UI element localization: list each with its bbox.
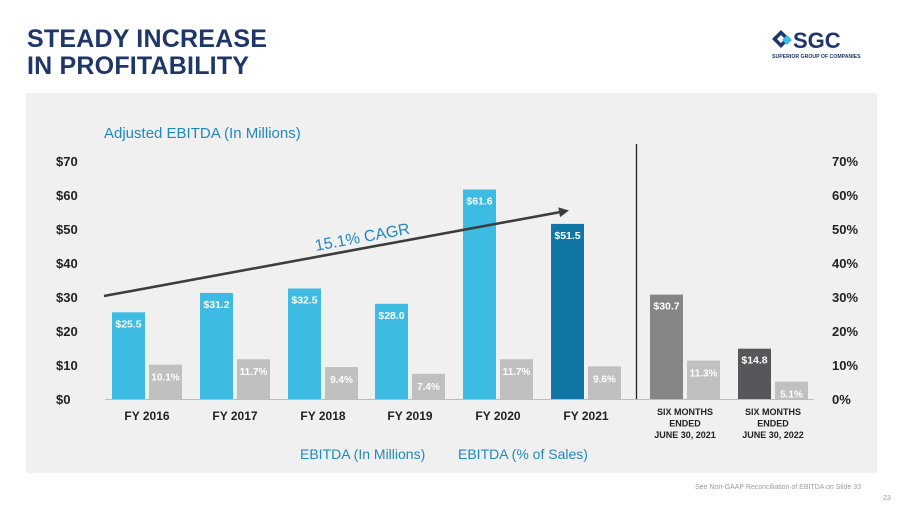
right-axis-tick: 0% <box>832 392 851 407</box>
pct-sales-bar <box>687 360 720 399</box>
right-axis-tick: 20% <box>832 324 858 339</box>
ebitda-data-label: $14.8 <box>741 355 767 367</box>
logo-subtext: SUPERIOR GROUP OF COMPANIES <box>772 54 861 60</box>
pct-data-label: 5.1% <box>780 390 803 401</box>
chart-panel: Adjusted EBITDA (In Millions) $0 $10 $20 $30… <box>26 93 877 473</box>
ebitda-data-label: $25.5 <box>115 318 141 330</box>
ebitda-data-label: $51.5 <box>554 230 580 242</box>
left-axis-tick: $20 <box>56 324 78 339</box>
slide-title: STEADY INCREASE IN PROFITABILITY <box>27 26 267 80</box>
pct-data-label: 11.3% <box>690 369 718 380</box>
ebitda-bar <box>738 348 771 399</box>
right-axis-tick: 60% <box>832 188 858 203</box>
x-category-label: FY 2021 <box>563 409 608 423</box>
pct-sales-bar <box>775 381 808 399</box>
logo-text: SGC <box>793 28 841 53</box>
x-category-label: FY 2018 <box>300 409 345 423</box>
ebitda-bar <box>375 303 408 399</box>
ebitda-data-label: $30.7 <box>653 301 679 313</box>
pct-sales-bar <box>588 366 621 399</box>
company-logo: SGC SUPERIOR GROUP OF COMPANIES <box>772 28 861 60</box>
x-category-label: JUNE 30, 2022 <box>742 430 804 440</box>
pct-data-label: 11.7% <box>503 367 531 378</box>
pct-data-label: 10.1% <box>151 373 179 384</box>
pct-data-label: 7.4% <box>417 382 440 393</box>
right-axis-tick: 40% <box>832 256 858 271</box>
x-category-label: SIX MONTHS <box>745 407 801 417</box>
x-category-label: JUNE 30, 2021 <box>654 430 716 440</box>
left-axis-tick: $0 <box>56 392 70 407</box>
right-axis-tick: 50% <box>832 222 858 237</box>
x-category-label: SIX MONTHS <box>657 407 713 417</box>
right-axis-tick: 30% <box>832 290 858 305</box>
left-axis-tick: $60 <box>56 188 78 203</box>
x-category-label: FY 2016 <box>124 409 169 423</box>
left-axis-tick: $70 <box>56 154 78 169</box>
x-category-label: ENDED <box>757 419 789 429</box>
right-axis-tick: 10% <box>832 358 858 373</box>
x-category-label: FY 2017 <box>212 409 257 423</box>
ebitda-bar <box>288 288 321 399</box>
pct-data-label: 9.4% <box>330 375 353 386</box>
ebitda-bar <box>551 223 584 399</box>
ebitda-data-label: $32.5 <box>291 295 317 307</box>
pct-sales-bar <box>500 359 533 399</box>
right-axis-tick: 70% <box>832 154 858 169</box>
legend-ebitda-millions: EBITDA (In Millions) <box>300 446 425 462</box>
ebitda-bar <box>650 294 683 399</box>
chart-title: Adjusted EBITDA (In Millions) <box>104 125 301 142</box>
ebitda-bar <box>112 312 145 399</box>
ebitda-bar <box>200 292 233 399</box>
cagr-annotation: 15.1% CAGR <box>314 221 412 255</box>
left-axis-tick: $30 <box>56 290 78 305</box>
x-category-label: ENDED <box>669 419 701 429</box>
pct-sales-bar <box>237 359 270 399</box>
ebitda-chart: Adjusted EBITDA (In Millions) $0 $10 $20 $30… <box>56 125 858 462</box>
left-axis-tick: $50 <box>56 222 78 237</box>
pct-data-label: 11.7% <box>240 367 268 378</box>
pct-sales-bar <box>412 373 445 399</box>
page-number: 23 <box>883 495 891 502</box>
logo-mark-icon <box>772 30 792 48</box>
ebitda-data-label: $31.2 <box>203 299 229 311</box>
ebitda-data-label: $61.6 <box>466 196 492 208</box>
left-axis-tick: $10 <box>56 358 78 373</box>
pct-data-label: 9.6% <box>593 374 616 385</box>
legend-ebitda-pct-sales: EBITDA (% of Sales) <box>458 446 588 462</box>
x-category-label: FY 2020 <box>475 409 520 423</box>
ebitda-bar <box>463 189 496 399</box>
footnote: See Non-GAAP Reconciliation of EBITDA on… <box>695 484 862 491</box>
x-category-label: FY 2019 <box>387 409 432 423</box>
cagr-trend-arrow <box>103 207 569 298</box>
pct-sales-bar <box>149 364 182 399</box>
pct-sales-bar <box>325 367 358 399</box>
title-line-2: IN PROFITABILITY <box>27 52 250 80</box>
ebitda-data-label: $28.0 <box>378 310 404 322</box>
left-axis-tick: $40 <box>56 256 78 271</box>
title-line-1: STEADY INCREASE <box>27 25 268 53</box>
